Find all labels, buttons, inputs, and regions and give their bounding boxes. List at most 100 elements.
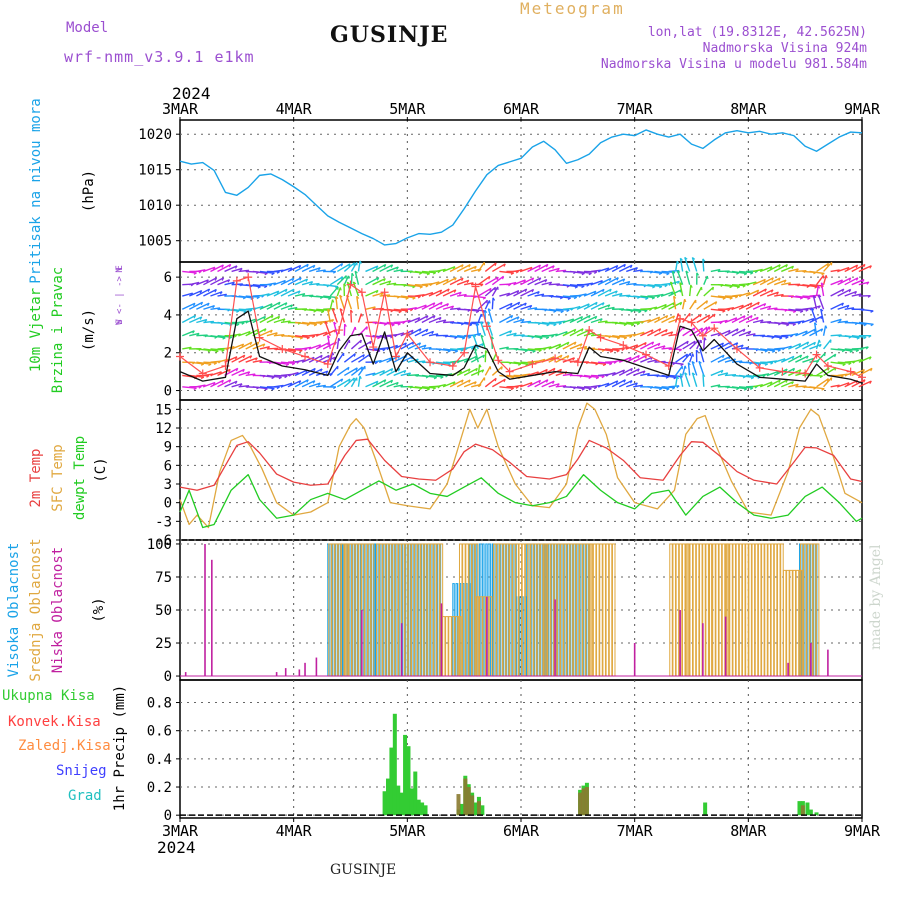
wind-barb [294,359,305,363]
wind-barb-head [778,277,781,282]
wind-barb [837,304,850,310]
y-tick-label: 0 [164,669,172,685]
wind-barb-head [866,281,870,285]
wind-barb [421,315,436,324]
wind-barb-head [382,370,386,374]
wind-barb-head [489,288,492,292]
wind-barb [858,380,872,388]
wind-barb [210,307,221,310]
wind-barb-head [770,289,774,293]
wind-barb-head [339,308,343,311]
cloud-mid-bar [806,543,810,677]
wind-barb [731,328,746,337]
wind-barb [640,372,650,377]
wind-barb-head [665,329,668,333]
wind-barb [691,361,698,376]
wind-barb [640,283,656,288]
wind-barb-head [807,297,811,300]
compass-west-east: W <- | -> E [115,265,125,325]
wind-barb-head [574,286,578,289]
wind-barb [788,308,804,312]
wind-barb [407,342,421,350]
wind-barb [372,263,387,273]
wind-barb [759,266,773,273]
wind-barb [457,293,467,297]
cloud-mid-bar [436,543,440,677]
wind-barb-head [677,313,680,317]
precip-total-bar [396,785,401,816]
wind-barb-head [740,344,744,348]
wind-barb [464,282,474,286]
wind-barb-head [581,388,585,391]
wind-barb [576,303,590,310]
wind-barb [738,270,754,274]
wind-barb-head [778,264,781,268]
wind-barb-head [234,380,238,385]
wind-barb-head [608,278,612,282]
wind-barb [802,373,813,377]
wind-barb [484,366,491,376]
wind-barb [710,268,721,273]
wind-barb-head [531,277,535,281]
wind-barb-head [599,318,603,322]
time-label-top: 3MAR [162,100,199,118]
wind-barb-head [609,350,614,353]
wind-barb [640,341,654,350]
precip-total-bar [392,713,397,816]
cloud-mid-bar [395,543,399,677]
wind-barb-head [695,349,699,353]
wind-barb [626,344,638,350]
wind-barb-head [247,371,251,375]
wind-barb-head [764,363,768,366]
wind-barb [820,308,825,323]
wind-barb [301,356,315,363]
wind-barb [273,288,288,297]
y-tick-label: 1015 [138,163,172,179]
wind-barb-head [616,337,621,340]
wind-barb [684,372,691,387]
wind-barb [813,322,818,336]
cloud-mid-bar [576,543,580,677]
wind-barb-head [492,297,496,301]
wind-barb-head [271,272,275,276]
wind-barb-head [433,376,437,380]
wind-barb [731,360,743,363]
wind-barb [442,305,454,310]
wind-barb-head [651,297,655,300]
wind-barb-head [297,290,301,294]
wind-barb-head [861,279,865,283]
wind-barb-head [228,264,232,268]
cloud-mid-bar [512,543,516,677]
wind-barb-head [213,362,218,365]
wind-barb [633,331,645,337]
wind-barb [760,321,772,324]
wind-barb [259,329,273,337]
wind-barb-head [771,277,774,281]
wind-barb [203,373,214,377]
cloud-mid-bar [721,543,726,677]
wind-barb-head [491,336,494,340]
wind-barb [752,288,767,297]
cloud-mid-bar [745,543,749,677]
wind-barb [196,361,212,365]
precip-conv-bar [476,801,481,816]
wind-barb [245,373,256,377]
wind-barb-head [756,317,759,321]
wind-barb [238,320,249,324]
wind-barb [287,348,303,352]
wind-barb [301,281,313,286]
wind-unit-label: (m/s) [81,309,97,351]
wind-barb [224,321,240,325]
wind-barb [224,346,235,350]
cloud-mid-bar [420,543,425,677]
wind-barb-head [771,350,776,353]
wind-barb [576,314,591,324]
wind-barb [486,321,494,336]
wind-barb [795,330,808,337]
wind-barb [830,302,844,310]
wind-barb-head [572,357,576,361]
time-label-top: 9MAR [844,100,881,118]
wind-gust-marker [551,354,560,363]
wind-barb [671,270,677,285]
wind-barb-head [215,350,219,353]
